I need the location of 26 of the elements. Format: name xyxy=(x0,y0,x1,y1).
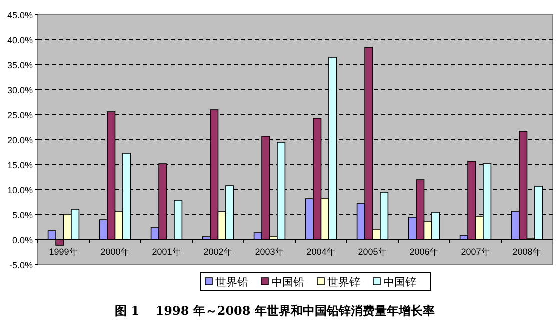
x-tick-label: 2005年 xyxy=(358,247,388,257)
ytick: 15.0% xyxy=(7,160,33,170)
ytick: 0.0% xyxy=(12,236,33,246)
legend-label: 世界锌 xyxy=(328,276,360,289)
text: 图 1 1998 年～2008 年世界和中国铅锌消费量年增长率 xyxy=(115,304,435,318)
x-tick-label: 2003年 xyxy=(255,247,284,257)
ytick: 20.0% xyxy=(7,136,33,146)
legend-label: 中国铅 xyxy=(272,276,304,289)
ytick: 5.0% xyxy=(12,210,33,220)
x-tick-label: 2001年 xyxy=(152,247,182,257)
x-tick-label: 2004年 xyxy=(306,247,336,257)
x-tick-label: 2008年 xyxy=(512,247,542,257)
x-tick-label: 1999年 xyxy=(49,247,78,257)
ytick: 45.0% xyxy=(7,10,33,20)
x-tick-label: 2007年 xyxy=(461,247,490,257)
ytick: 35.0% xyxy=(7,60,33,70)
x-tick-label: 2002年 xyxy=(204,247,233,257)
ytick: 30.0% xyxy=(7,86,33,96)
legend-label: 世界铅 xyxy=(216,276,248,289)
x-tick-label: 2000年 xyxy=(100,247,130,257)
ytick: 10.0% xyxy=(7,186,33,196)
ytick: -5.0% xyxy=(9,260,33,270)
ytick: 40.0% xyxy=(7,36,33,46)
x-tick-label: 2006年 xyxy=(410,247,439,257)
ytick: 25.0% xyxy=(7,110,33,120)
legend-label: 中国锌 xyxy=(384,276,416,289)
